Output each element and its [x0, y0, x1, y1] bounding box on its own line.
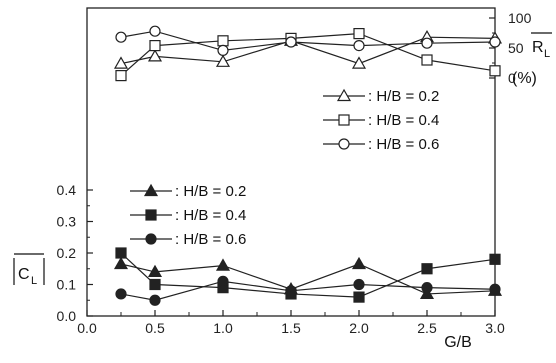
left-y-tick-label: 0.1: [57, 277, 77, 293]
top-data-point: [149, 25, 161, 37]
left-y-tick-label: 0.4: [57, 182, 77, 198]
bottom-data-point: [115, 288, 127, 300]
legend-series-name: H/B = 0.6: [183, 231, 246, 248]
legend-prefix: :: [175, 231, 183, 248]
legend-top: : H/B = 0.2: H/B = 0.4: H/B = 0.6: [323, 88, 439, 153]
bottom-data-point: [421, 263, 433, 275]
x-tick-label: 0.0: [77, 320, 97, 336]
bottom-data-point: [421, 282, 433, 294]
bottom-data-point: [285, 285, 297, 297]
x-tick-label: 2.0: [349, 320, 369, 336]
legend-prefix: :: [175, 207, 183, 224]
top-data-point: [421, 54, 433, 66]
legend-marker: [338, 138, 350, 150]
right-y-axis-unit: (%): [512, 70, 537, 87]
legend-marker: [145, 209, 157, 221]
x-axis-ticks: 0.0 0.5 1.0 1.5 2.0 2.5 3.0: [77, 310, 505, 336]
bottom-series-line-3: [120, 280, 496, 301]
x-axis-label: G/B: [444, 334, 472, 351]
top-data-point: [215, 54, 231, 67]
bottom-data-point: [149, 278, 161, 291]
bottom-data-point: [115, 247, 127, 259]
legend-series-name: H/B = 0.4: [183, 207, 246, 224]
top-data-point: [285, 36, 297, 48]
left-y-axis-label-sub: L: [31, 275, 37, 287]
bottom-data-point: [353, 291, 365, 303]
x-tick-label: 2.5: [417, 320, 437, 336]
x-tick-label: 1.0: [213, 320, 233, 336]
legend-label: : H/B = 0.6: [175, 231, 246, 248]
legend-label: : H/B = 0.6: [368, 136, 439, 153]
x-tick-label: 0.5: [145, 320, 165, 336]
legend-marker: [145, 233, 157, 245]
right-y-tick-label: 100: [508, 10, 532, 26]
right-y-axis-label-main: R: [532, 39, 544, 56]
top-data-point: [115, 31, 127, 43]
bottom-data-point: [353, 278, 365, 291]
legend-marker: [143, 183, 159, 197]
legend-marker: [336, 88, 352, 102]
left-y-axis-label-main: C: [18, 266, 30, 283]
top-data-point: [421, 37, 433, 49]
top-data-point: [353, 39, 365, 52]
legend-series-name: H/B = 0.2: [376, 88, 439, 105]
top-data-point: [149, 39, 161, 52]
left-y-tick-label: 0.2: [57, 245, 77, 261]
x-tick-label: 1.5: [281, 320, 301, 336]
left-y-tick-label: 0.0: [57, 308, 77, 324]
bottom-data-point: [113, 256, 129, 270]
top-series-line-3: [120, 30, 496, 52]
legend-bottom: : H/B = 0.2: H/B = 0.4: H/B = 0.6: [130, 183, 246, 248]
top-data-point: [353, 28, 365, 40]
right-y-tick-label: 50: [508, 40, 524, 56]
top-data-point: [115, 69, 127, 82]
legend-prefix: :: [175, 183, 183, 200]
top-series-line-2: [120, 32, 496, 77]
top-data-point: [217, 35, 229, 47]
legend-prefix: :: [368, 112, 376, 129]
series-layer: [113, 25, 503, 306]
top-data-point: [489, 65, 501, 77]
bottom-data-point: [489, 253, 501, 265]
legend-series-name: H/B = 0.2: [183, 183, 246, 200]
right-y-tick-label: 0: [508, 70, 516, 86]
top-data-point: [351, 56, 367, 69]
legend-label: : H/B = 0.4: [368, 112, 439, 129]
top-data-point: [217, 44, 229, 57]
left-y-axis-ticks: 0.0 0.1 0.2 0.3 0.4: [57, 182, 93, 324]
bottom-data-point: [215, 258, 231, 271]
legend-series-name: H/B = 0.4: [376, 112, 439, 129]
left-y-axis-label: C L: [13, 253, 45, 287]
bottom-data-point: [147, 264, 163, 277]
top-data-point: [147, 49, 163, 62]
right-y-axis-label-sub: L: [544, 48, 550, 60]
legend-label: : H/B = 0.2: [175, 183, 246, 200]
legend-label: : H/B = 0.2: [368, 88, 439, 105]
right-y-axis-ticks: 0 50 100: [489, 10, 532, 86]
bottom-data-point: [489, 283, 501, 295]
legend-series-name: H/B = 0.6: [376, 136, 439, 153]
top-series-line-1: [120, 36, 496, 65]
bottom-data-point: [351, 256, 367, 270]
top-data-point: [113, 56, 129, 69]
legend-prefix: :: [368, 88, 376, 105]
bottom-data-point: [149, 294, 161, 306]
left-y-tick-label: 0.3: [57, 214, 77, 230]
legend-prefix: :: [368, 136, 376, 153]
right-y-axis-label: R L (%): [512, 32, 552, 87]
legend-marker: [338, 114, 350, 126]
top-data-point: [489, 36, 501, 48]
bottom-data-point: [217, 275, 229, 287]
x-tick-label: 3.0: [485, 320, 505, 336]
legend-label: : H/B = 0.4: [175, 207, 246, 224]
bottom-series-line-2: [120, 252, 496, 298]
